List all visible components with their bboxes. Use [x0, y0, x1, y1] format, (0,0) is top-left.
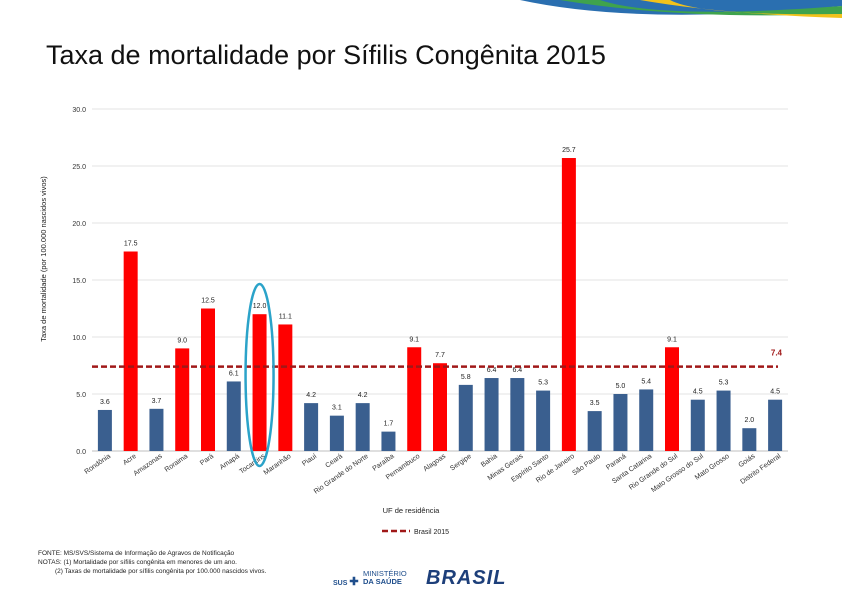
bar-value-label: 2.0: [744, 417, 754, 424]
bar-value-label: 7.7: [435, 352, 445, 359]
bar-11: [381, 431, 396, 451]
bar-8: [304, 403, 319, 451]
bar-1: [123, 251, 138, 451]
bar-20: [613, 394, 628, 451]
legend-label: Brasil 2015: [414, 529, 449, 536]
bar-value-label: 4.5: [770, 389, 780, 396]
bar-value-label: 9.1: [409, 336, 419, 343]
bar-value-label: 5.0: [616, 383, 626, 390]
bar-18: [561, 158, 576, 451]
bar-value-label: 9.1: [667, 336, 677, 343]
y-tick-label: 25.0: [72, 164, 86, 171]
bar-value-label: 6.1: [229, 370, 239, 377]
x-tick-label: Maranhão: [263, 453, 293, 477]
bar-value-label: 11.1: [279, 313, 292, 320]
note-2: (2) Taxas de mortalidade por sífilis con…: [55, 568, 267, 575]
bar-value-label: 5.8: [461, 374, 471, 381]
bar-value-label: 5.3: [719, 380, 729, 387]
y-tick-label: 20.0: [72, 221, 86, 228]
bar-value-label: 3.5: [590, 400, 600, 407]
sus-logo-text: SUS: [333, 580, 348, 587]
bar-value-label: 6.4: [512, 367, 522, 374]
source-notes: FONTE: MS/SVS/Sistema de Informação de A…: [38, 549, 266, 576]
plus-icon: ✚: [349, 576, 359, 588]
bar-value-label: 3.7: [152, 398, 162, 405]
bar-22: [665, 347, 679, 451]
x-tick-label: Sergipe: [449, 453, 473, 473]
x-tick-label: Pará: [199, 453, 215, 467]
bar-12: [407, 347, 422, 451]
bar-value-label: 4.5: [693, 389, 703, 396]
bar-value-label: 17.5: [124, 241, 138, 248]
x-tick-label: Acre: [122, 453, 138, 467]
brasil-logo: BRASIL: [426, 567, 507, 589]
note-1: NOTAS: (1) Mortalidade por sífilis congê…: [38, 559, 237, 566]
x-tick-label: Piauí: [301, 453, 318, 468]
y-axis-label: Taxa de mortalidade (por 100.000 nascido…: [39, 176, 48, 342]
x-tick-label: Ceará: [324, 453, 344, 470]
x-tick-label: Bahia: [480, 453, 499, 469]
x-tick-label: Goiás: [737, 453, 756, 470]
ministerio-logo: MINISTÉRIO DA SAÚDE: [363, 570, 407, 586]
page-title: Taxa de mortalidade por Sífilis Congênit…: [46, 40, 606, 70]
bar-7: [278, 324, 293, 451]
bar-25: [742, 428, 757, 451]
y-tick-label: 0.0: [76, 449, 86, 456]
y-tick-label: 5.0: [76, 392, 86, 399]
bar-value-label: 12.5: [201, 298, 215, 305]
bar-13: [433, 363, 447, 451]
highlight-ellipse-tocantins: [244, 282, 275, 468]
bar-4: [201, 308, 215, 451]
x-tick-label: Paraná: [605, 453, 628, 472]
bar-chart: 0.0 5.0 10.0 15.0 20.0 25.0 30.0 Taxa de morta…: [39, 107, 788, 536]
bar-17: [536, 390, 551, 451]
x-tick-label: Rondônia: [83, 453, 112, 476]
bar-value-label: 4.2: [306, 392, 316, 399]
y-axis-ticks: 0.0 5.0 10.0 15.0 20.0 25.0 30.0: [72, 107, 86, 456]
bar-24: [716, 390, 731, 451]
bar-10: [355, 403, 370, 451]
bar-19: [587, 411, 602, 451]
bar-value-label: 4.2: [358, 392, 368, 399]
bar-value-label: 3.6: [100, 399, 110, 406]
x-tick-label: Roraima: [164, 453, 190, 474]
bar-value-label: 12.0: [253, 303, 267, 310]
bar-value-label: 9.0: [177, 337, 187, 344]
bar-value-label: 3.1: [332, 405, 342, 412]
bar-value-labels: 3.6 17.5 3.7 9.0 12.5 6.1 12.0 11.1 4.2 3.1 4.2 1.7…: [100, 147, 780, 428]
bar-value-label: 5.3: [538, 380, 548, 387]
bar-0: [97, 409, 112, 451]
bar-value-label: 6.4: [487, 367, 497, 374]
bar-14: [458, 384, 473, 451]
x-tick-label: Alagoas: [422, 453, 447, 474]
bar-16: [510, 378, 525, 451]
bars: [97, 158, 783, 451]
y-tick-label: 30.0: [72, 107, 86, 114]
x-axis-label: UF de residência: [383, 506, 441, 515]
ministerio-line-1: MINISTÉRIO: [363, 569, 407, 578]
reference-line-value-label: 7.4: [771, 349, 783, 358]
bar-5: [226, 381, 241, 451]
bar-15: [484, 378, 499, 451]
y-tick-label: 10.0: [72, 335, 86, 342]
bar-6: [252, 314, 267, 451]
bar-9: [329, 415, 344, 451]
bar-2: [149, 408, 164, 451]
bar-21: [639, 389, 654, 451]
bar-3: [175, 348, 190, 451]
ministerio-line-2: DA SAÚDE: [363, 577, 402, 586]
top-decorative-banner: [0, 0, 842, 22]
bar-26: [768, 399, 783, 451]
source-text: FONTE: MS/SVS/Sistema de Informação de A…: [38, 550, 235, 557]
x-tick-label: Amazonas: [132, 453, 164, 478]
bar-23: [690, 399, 705, 451]
bar-value-label: 25.7: [562, 147, 576, 154]
x-tick-label: São Paulo: [571, 453, 602, 477]
y-tick-label: 15.0: [72, 278, 86, 285]
bar-value-label: 5.4: [641, 378, 651, 385]
x-tick-label: Amapá: [219, 453, 241, 472]
sus-logo: SUS ✚: [333, 575, 359, 588]
bar-value-label: 1.7: [384, 421, 394, 428]
